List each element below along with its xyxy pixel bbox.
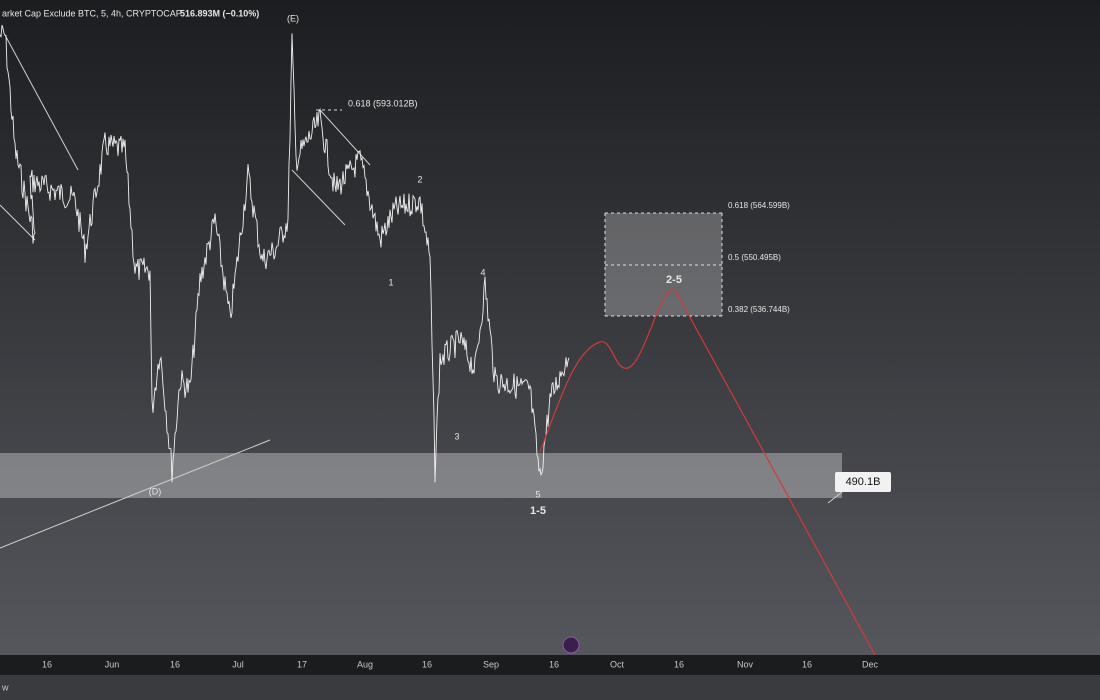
x-tick-label: Aug [357, 659, 373, 669]
fib-label: 0.5 (550.495B) [728, 253, 781, 262]
x-tick-label: 16 [170, 659, 180, 669]
toolbar [0, 675, 1100, 700]
x-tick-label: Nov [737, 659, 754, 669]
time-axis [0, 655, 1100, 675]
x-tick-label: Jun [105, 659, 120, 669]
support-zone [0, 453, 842, 498]
fib-label: 0.382 (536.744B) [728, 305, 790, 314]
x-tick-label: 16 [802, 659, 812, 669]
x-tick-label: Sep [483, 659, 499, 669]
wave-label: 2-5 [666, 274, 682, 286]
wave-label: 3 [454, 431, 459, 441]
trend-lines [0, 34, 843, 549]
x-tick-label: 16 [422, 659, 432, 669]
toolbar-text: w [1, 682, 9, 692]
price-line [0, 24, 570, 483]
header-symbol: arket Cap Exclude BTC, 5, 4h, CRYPTOCAP [2, 8, 182, 18]
chart-background [0, 0, 1100, 655]
wave-label: (D) [149, 486, 162, 496]
projection-path [539, 289, 876, 656]
x-tick-label: 17 [297, 659, 307, 669]
wave-label: 1-5 [530, 505, 546, 517]
x-tick-label: Jul [232, 659, 244, 669]
wave-label: 2 [417, 174, 422, 184]
price-tag: 490.1B [846, 476, 881, 488]
x-tick-label: 16 [549, 659, 559, 669]
x-tick-label: Oct [610, 659, 625, 669]
price-trace [0, 24, 570, 483]
event-icon[interactable] [562, 636, 580, 654]
x-tick-label: Dec [862, 659, 879, 669]
wave-label: 4 [480, 267, 485, 277]
fib-lines [316, 109, 723, 317]
x-tick-label: 16 [42, 659, 52, 669]
wave-label: (E) [287, 13, 299, 23]
x-tick-label: 16 [674, 659, 684, 669]
price-tag-box [835, 472, 891, 492]
fib-label: 0.618 (564.599B) [728, 201, 790, 210]
header-price: 516.893M (−0.10%) [180, 8, 259, 18]
wave-label: 5 [535, 489, 540, 499]
fib-label: 0.618 (593.012B) [348, 98, 418, 108]
wave-label: 1 [388, 277, 393, 287]
